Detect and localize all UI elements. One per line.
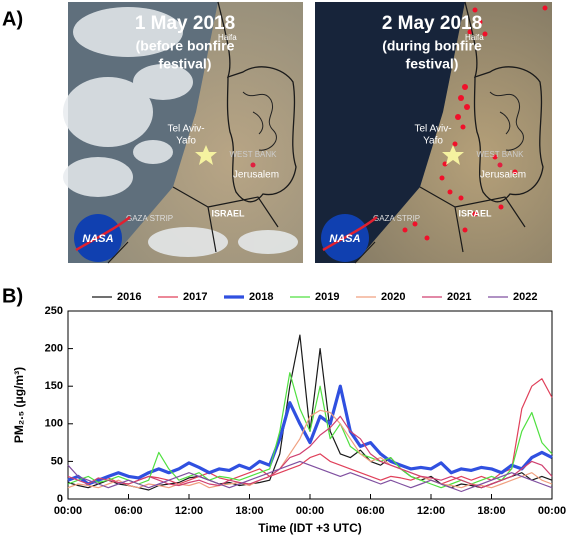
legend-label: 2016 [117,291,141,303]
y-tick-label: 250 [45,305,63,317]
x-tick-label: 06:00 [114,505,142,517]
logo-swoosh [322,216,378,252]
series-line [67,372,553,489]
x-axis-label: Time (IDT +3 UTC) [258,521,361,535]
y-tick-label: 50 [51,455,63,467]
place-label: GAZA STRIP [373,214,420,223]
map-title: 1 May 2018 [135,13,235,34]
x-tick-label: 00:00 [54,505,82,517]
place-label: Tel Aviv- [414,124,451,135]
place-label: GAZA STRIP [126,214,173,223]
legend-label: 2021 [447,291,471,303]
place-label: Haifa [218,33,237,42]
place-label: ISRAEL [458,208,492,218]
legend-label: 2019 [315,291,339,303]
place-label: Yafo [423,136,443,147]
x-tick-label: 12:00 [417,505,445,517]
map-subtitle: festival) [159,56,212,72]
panel-label: B) [2,285,23,307]
border-line [354,186,526,264]
legend-label: 2018 [249,291,273,303]
legend-label: 2017 [183,291,207,303]
border-line [217,1,297,203]
x-tick-label: 00:00 [538,505,566,517]
border-line [489,91,524,151]
map-title: 2 May 2018 [382,13,482,34]
star [442,145,464,165]
place-label: Yafo [176,136,196,147]
x-tick-label: 18:00 [477,505,505,517]
place-label: Haifa [465,33,484,42]
border-line [464,1,544,203]
series-line [67,384,553,486]
place-label: WEST BANK [477,150,525,159]
x-tick-label: 06:00 [356,505,384,517]
map-subtitle: (during bonfire [382,38,482,54]
x-tick-label: 00:00 [296,505,324,517]
y-tick-label: 0 [57,493,63,505]
place-label: WEST BANK [230,150,278,159]
y-tick-label: 100 [45,418,63,430]
legend-label: 2020 [381,291,405,303]
satellite-image: 1 May 2018 (before bonfire festival) Haifa T… [63,1,303,264]
series-line [67,460,553,493]
star [195,145,217,165]
map-subtitle: festival) [406,56,459,72]
place-label: ISRAEL [211,208,245,218]
map-subtitle: (before bonfire [136,38,235,54]
series-line [67,415,553,489]
city-dot [250,162,256,168]
legend-label: 2022 [513,291,537,303]
place-label: Jerusalem [480,170,526,181]
border-line [242,91,277,151]
y-axis-label: PM₂.₅ (μg/m³) [12,367,26,443]
y-tick-label: 200 [45,343,63,355]
city-dot [497,162,503,168]
logo-text: NASA [82,233,113,245]
x-tick-label: 18:00 [235,505,263,517]
x-tick-label: 12:00 [175,505,203,517]
place-label: Jerusalem [233,170,279,181]
panel-label: A) [2,8,23,30]
plot-frame [67,310,553,500]
border-line [107,186,279,264]
place-label: Tel Aviv- [167,124,204,135]
y-tick-label: 150 [45,380,63,392]
logo-swoosh [75,216,131,252]
satellite-image: 2 May 2018 (during bonfire festival) Haifa T… [315,1,552,264]
logo-text: NASA [329,233,360,245]
